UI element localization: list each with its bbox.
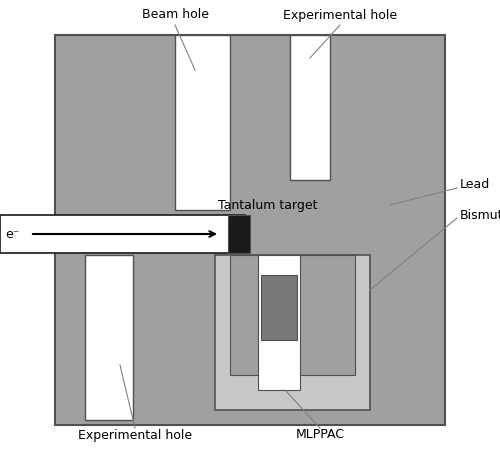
- Text: MLPPAC: MLPPAC: [296, 429, 344, 441]
- Bar: [228, 215, 250, 253]
- Bar: [175, 35, 230, 210]
- Text: Lead: Lead: [460, 179, 490, 191]
- Text: Tantalum target: Tantalum target: [218, 198, 318, 212]
- Bar: [290, 35, 330, 180]
- Text: e⁻: e⁻: [5, 227, 20, 241]
- Bar: [55, 35, 445, 425]
- Text: Experimental hole: Experimental hole: [78, 429, 192, 441]
- Bar: [258, 255, 300, 390]
- Bar: [0, 215, 245, 253]
- Bar: [230, 255, 355, 375]
- Bar: [215, 255, 370, 410]
- Text: Bismuth: Bismuth: [460, 209, 500, 221]
- Bar: [261, 275, 297, 340]
- Bar: [85, 255, 133, 420]
- Text: Beam hole: Beam hole: [142, 8, 208, 22]
- Text: Experimental hole: Experimental hole: [283, 8, 397, 22]
